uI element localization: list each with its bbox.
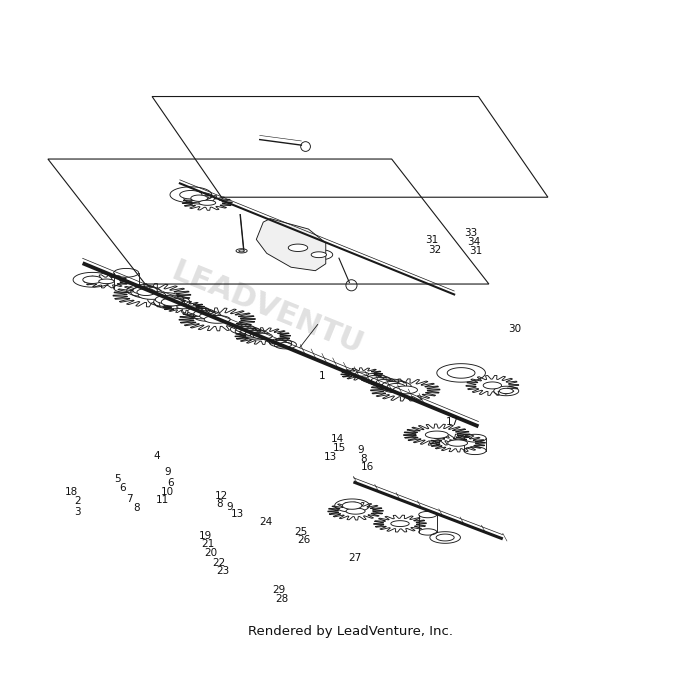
Text: 9: 9 (358, 445, 364, 455)
Text: 25: 25 (295, 527, 308, 537)
Polygon shape (138, 291, 166, 300)
Polygon shape (448, 440, 468, 446)
Text: 12: 12 (215, 491, 228, 500)
Text: 34: 34 (467, 237, 480, 247)
Polygon shape (436, 534, 454, 541)
Polygon shape (155, 295, 176, 304)
Polygon shape (188, 308, 203, 314)
Text: 8: 8 (217, 499, 223, 509)
Polygon shape (376, 379, 390, 385)
Text: 5: 5 (114, 474, 120, 484)
Polygon shape (176, 305, 190, 309)
Text: 8: 8 (133, 503, 140, 513)
Polygon shape (393, 386, 417, 394)
Text: 13: 13 (230, 509, 244, 519)
Polygon shape (191, 195, 207, 202)
Text: 13: 13 (324, 452, 337, 462)
Polygon shape (137, 288, 155, 295)
Polygon shape (239, 250, 244, 252)
Polygon shape (367, 376, 381, 381)
Text: 27: 27 (348, 553, 361, 564)
Text: 31: 31 (425, 235, 438, 245)
Polygon shape (288, 244, 308, 251)
Text: 28: 28 (275, 594, 288, 603)
Text: 30: 30 (508, 324, 522, 334)
Polygon shape (372, 377, 385, 383)
Polygon shape (279, 342, 292, 347)
Polygon shape (241, 328, 255, 334)
Text: 9: 9 (164, 467, 172, 477)
Text: 1: 1 (318, 372, 326, 382)
Text: 21: 21 (202, 540, 215, 550)
Text: 11: 11 (155, 495, 169, 505)
Polygon shape (342, 502, 362, 509)
Polygon shape (83, 276, 102, 284)
Polygon shape (355, 372, 369, 376)
Text: 24: 24 (260, 517, 273, 527)
Polygon shape (246, 330, 260, 336)
Text: 19: 19 (199, 531, 212, 541)
Text: 16: 16 (361, 462, 374, 472)
Text: 15: 15 (332, 443, 346, 453)
Text: 8: 8 (360, 454, 367, 464)
Polygon shape (256, 218, 326, 271)
Polygon shape (274, 340, 287, 345)
Text: 26: 26 (298, 536, 311, 545)
Text: 20: 20 (204, 548, 217, 558)
Text: 6: 6 (167, 478, 174, 489)
Polygon shape (199, 313, 215, 319)
Text: 6: 6 (120, 483, 126, 493)
Text: 32: 32 (428, 245, 441, 255)
Text: 18: 18 (65, 486, 78, 497)
Polygon shape (99, 279, 114, 284)
Text: 22: 22 (213, 557, 225, 568)
Text: 31: 31 (470, 246, 483, 256)
Polygon shape (161, 298, 182, 306)
Polygon shape (236, 327, 250, 332)
Polygon shape (312, 252, 326, 258)
Polygon shape (483, 382, 501, 389)
Text: 7: 7 (127, 494, 133, 504)
Polygon shape (391, 521, 409, 526)
Polygon shape (387, 384, 405, 391)
Text: 10: 10 (161, 486, 174, 497)
Polygon shape (204, 316, 230, 323)
Polygon shape (447, 368, 475, 378)
Polygon shape (499, 389, 513, 393)
Text: 33: 33 (465, 228, 478, 238)
Polygon shape (253, 333, 272, 339)
Text: 9: 9 (226, 502, 233, 512)
Text: 2: 2 (74, 496, 81, 506)
Text: 23: 23 (217, 566, 230, 576)
Polygon shape (382, 382, 400, 388)
Polygon shape (346, 508, 365, 514)
Polygon shape (199, 200, 216, 205)
Text: 4: 4 (153, 451, 160, 461)
Text: Rendered by LeadVenture, Inc.: Rendered by LeadVenture, Inc. (248, 624, 452, 638)
Text: 3: 3 (74, 507, 81, 517)
Polygon shape (180, 190, 202, 199)
Text: 29: 29 (272, 585, 286, 595)
Text: 14: 14 (330, 434, 344, 444)
Text: LEADVENTU: LEADVENTU (167, 257, 367, 360)
Polygon shape (251, 332, 264, 338)
Text: 17: 17 (446, 417, 459, 427)
Polygon shape (133, 287, 151, 294)
Polygon shape (426, 431, 448, 438)
Polygon shape (194, 311, 209, 316)
